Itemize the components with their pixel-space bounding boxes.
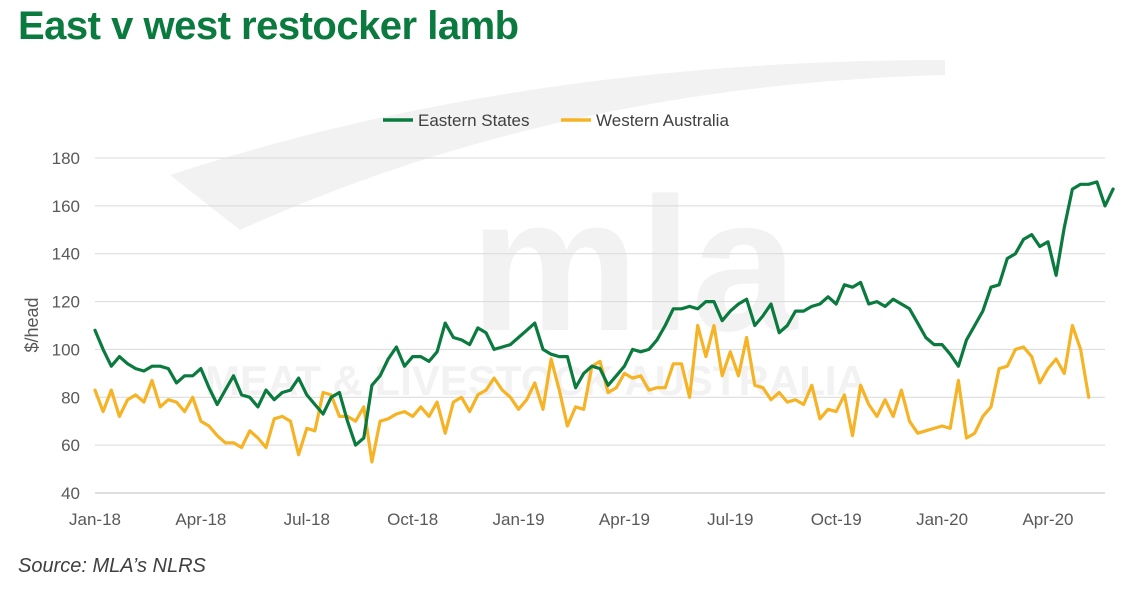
- y-tick-label: 100: [52, 340, 80, 359]
- y-axis-label: $/head: [22, 297, 42, 352]
- x-tick-label: Jul-19: [707, 510, 753, 529]
- x-tick-label: Oct-18: [387, 510, 438, 529]
- x-tick-label: Apr-19: [599, 510, 650, 529]
- y-tick-label: 180: [52, 149, 80, 168]
- x-tick-label: Apr-20: [1022, 510, 1073, 529]
- chart-title: East v west restocker lamb: [18, 4, 519, 48]
- legend-label: Western Australia: [596, 111, 729, 130]
- x-tick-label: Jan-20: [916, 510, 968, 529]
- y-axis-ticks: 40 60 80 100 120 140 160 180: [52, 149, 80, 503]
- y-tick-label: 60: [61, 436, 80, 455]
- legend: Eastern States Western Australia: [383, 111, 729, 130]
- watermark-tagline: MEAT & LIVESTOCK AUSTRALIA: [205, 357, 867, 404]
- x-axis-ticks: Jan-18 Apr-18 Jul-18 Oct-18 Jan-19 Apr-19 Jul-…: [69, 510, 1073, 529]
- y-tick-label: 160: [52, 197, 80, 216]
- series-lines: [93, 180, 1115, 464]
- x-tick-label: Jan-19: [493, 510, 545, 529]
- legend-label: Eastern States: [418, 111, 530, 130]
- source-note: Source: MLA’s NLRS: [18, 555, 206, 577]
- y-tick-label: 80: [61, 388, 80, 407]
- mla-watermark: mla MEAT & LIVESTOCK AUSTRALIA: [170, 60, 945, 404]
- watermark-logo: mla: [470, 159, 799, 371]
- y-tick-label: 120: [52, 293, 80, 312]
- series-line-eastern-states: [93, 180, 1115, 447]
- y-tick-label: 140: [52, 245, 80, 264]
- x-tick-label: Jul-18: [284, 510, 330, 529]
- x-tick-label: Jan-18: [69, 510, 121, 529]
- x-tick-label: Apr-18: [175, 510, 226, 529]
- x-tick-label: Oct-19: [811, 510, 862, 529]
- gridlines: [95, 157, 1105, 494]
- y-tick-label: 40: [61, 484, 80, 503]
